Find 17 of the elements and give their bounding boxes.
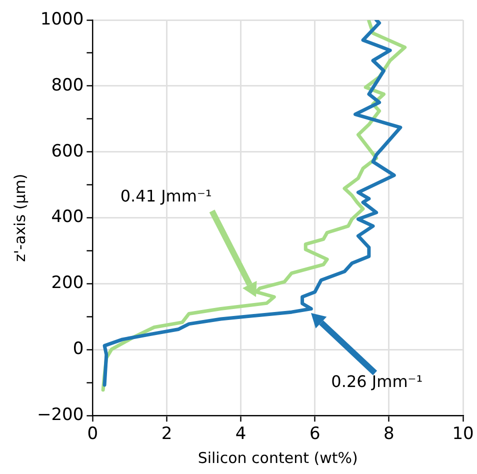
x-tick-label: 6 [309,424,320,444]
annotation: 0.26 Jmm⁻¹ [331,372,423,391]
x-tick-label: 8 [384,424,394,444]
x-tick-label: 4 [235,424,246,444]
x-tick-label: 0 [87,424,98,444]
y-tick-label: 200 [51,273,84,294]
y-tick-label: 0 [72,339,84,360]
y-tick-label: 400 [51,207,84,228]
x-axis-title: Silicon content (wt%) [198,448,358,467]
y-tick-label: 800 [51,75,84,96]
x-tick-label: 2 [161,424,172,444]
y-axis-title: z'-axis (μm) [10,174,29,262]
y-tick-label: −200 [36,405,84,426]
y-tick-label: 1000 [40,9,84,30]
annotation: 0.41 Jmm⁻¹ [120,186,212,206]
x-tick-label: 10 [452,424,474,444]
y-tick-label: 600 [51,141,84,162]
